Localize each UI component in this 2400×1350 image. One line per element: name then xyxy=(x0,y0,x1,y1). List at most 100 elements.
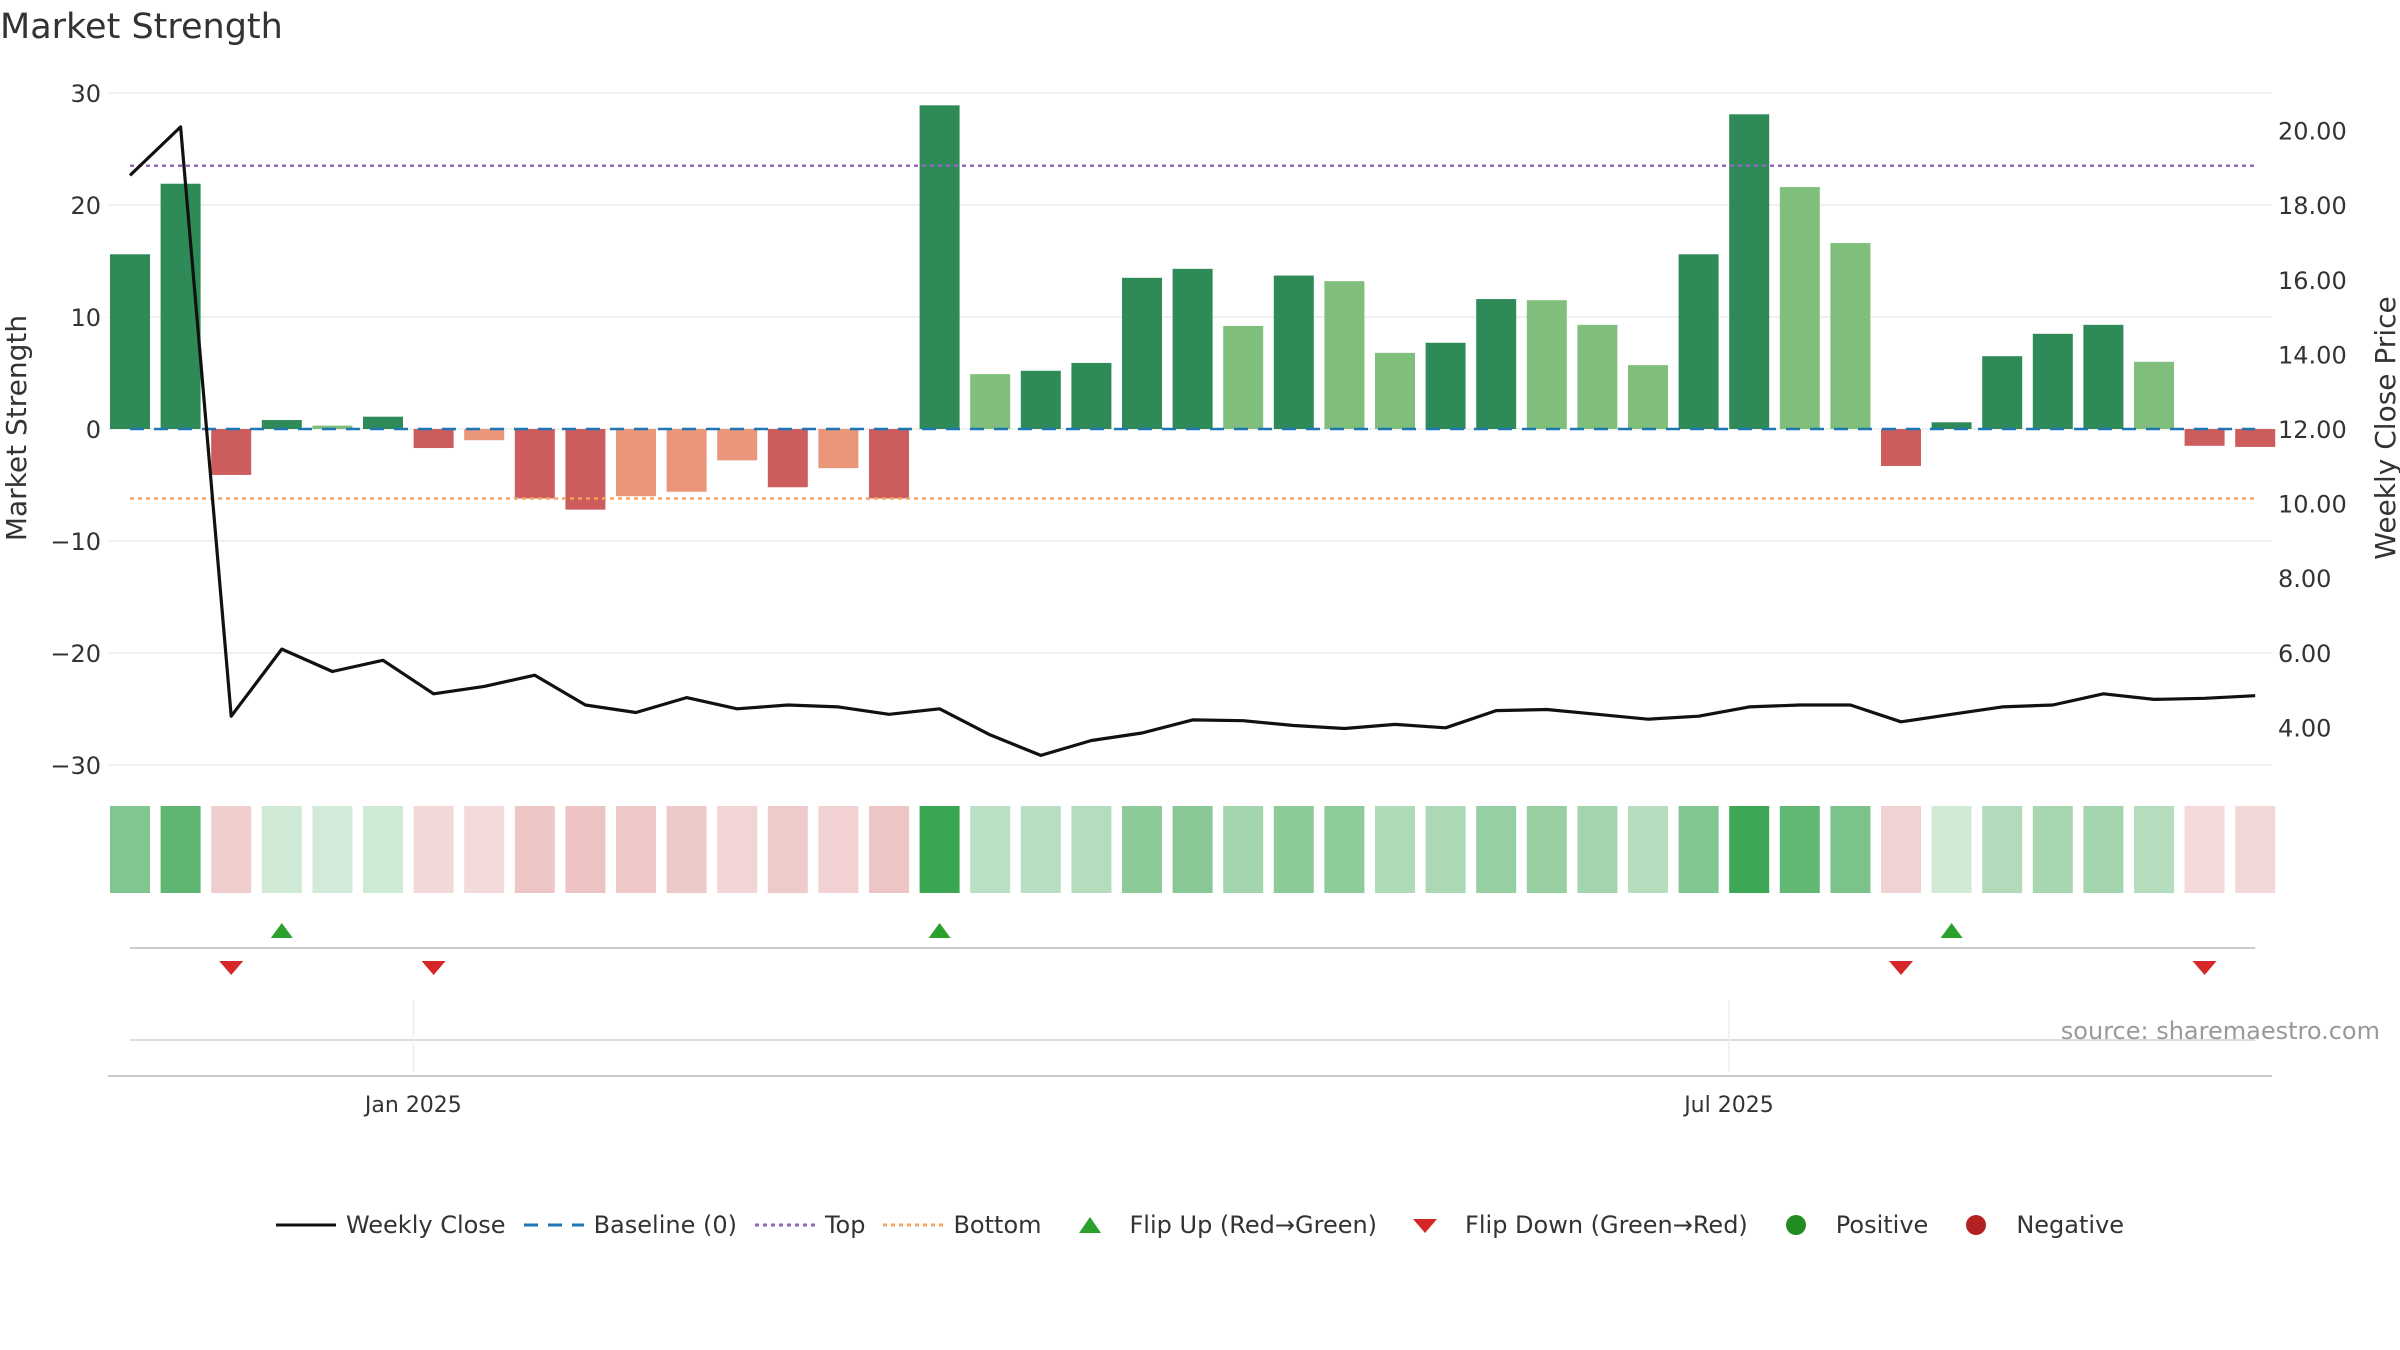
strength-bar xyxy=(1020,370,1061,429)
strength-heatstrip xyxy=(110,806,2276,893)
heat-cell xyxy=(2134,806,2174,893)
right-tick-label: 8.00 xyxy=(2278,565,2331,593)
right-tick-label: 14.00 xyxy=(2278,341,2347,369)
strength-bar xyxy=(1273,275,1314,429)
right-tick-label: 16.00 xyxy=(2278,267,2347,295)
strength-bar xyxy=(1881,429,1921,466)
heat-cell xyxy=(717,806,758,893)
legend: Weekly Close Baseline (0) Top Bottom Flip Up… xyxy=(0,1205,2400,1245)
heat-cell xyxy=(565,806,606,893)
heat-cell xyxy=(514,806,555,893)
left-tick-label: −10 xyxy=(50,528,101,556)
heat-cell xyxy=(261,806,302,893)
strength-bar xyxy=(160,183,201,429)
legend-label: Flip Down (Green→Red) xyxy=(1465,1211,1748,1239)
heat-cell xyxy=(1172,806,1213,893)
left-tick-label: −30 xyxy=(50,752,101,780)
strength-bar xyxy=(616,429,656,497)
heat-cell xyxy=(363,806,403,893)
strength-bar xyxy=(869,429,909,499)
strength-bar xyxy=(717,429,758,461)
strength-bar xyxy=(1526,300,1567,429)
right-tick-label: 20.00 xyxy=(2278,118,2347,146)
strength-bar xyxy=(1476,299,1517,429)
heat-cell xyxy=(110,806,150,893)
left-axis-label: Market Strength xyxy=(0,315,33,541)
legend-swatch xyxy=(1413,1219,1438,1233)
heat-cell xyxy=(616,806,656,893)
reference-lines xyxy=(130,164,2256,500)
heat-cell xyxy=(970,806,1011,893)
heat-cell xyxy=(1577,806,1618,893)
strength-bar xyxy=(1375,352,1415,429)
strength-bar xyxy=(1729,114,1770,429)
strength-bar xyxy=(413,429,454,449)
strength-bar xyxy=(666,429,707,492)
strength-bar xyxy=(1628,365,1668,429)
legend-label: Weekly Close xyxy=(345,1211,506,1239)
legend-item: Flip Up (Red→Green) xyxy=(1060,1211,1378,1239)
heat-cell xyxy=(1678,806,1719,893)
heat-cell xyxy=(919,806,960,893)
legend-swatch xyxy=(523,1223,584,1227)
heat-cell xyxy=(160,806,201,893)
strength-bar xyxy=(919,105,960,429)
strength-bar xyxy=(818,429,859,469)
heat-cell xyxy=(1223,806,1264,893)
flip-markers-panel xyxy=(130,923,2256,975)
heat-cell xyxy=(464,806,505,893)
strength-bar xyxy=(1425,342,1466,429)
legend-label: Negative xyxy=(2016,1211,2125,1239)
heat-cell xyxy=(1526,806,1567,893)
heat-cell xyxy=(869,806,909,893)
heat-cell xyxy=(413,806,454,893)
strength-bar xyxy=(565,429,606,510)
strength-bar xyxy=(110,254,150,429)
heat-cell xyxy=(767,806,808,893)
strength-bar xyxy=(1324,281,1365,429)
strength-bar xyxy=(1678,254,1719,429)
heat-cell xyxy=(312,806,353,893)
strength-bar xyxy=(312,425,353,429)
strength-bar xyxy=(1071,362,1112,429)
left-axis-ticks: 30 20 10 0 −10 −20 −30 xyxy=(50,80,101,780)
heat-cell xyxy=(1982,806,2023,893)
left-tick-label: 30 xyxy=(70,80,101,108)
heat-cell xyxy=(1375,806,1415,893)
heat-cell xyxy=(211,806,252,893)
legend-item: Top xyxy=(754,1211,865,1239)
weekly-close-series xyxy=(128,125,2256,758)
legend-item: Flip Down (Green→Red) xyxy=(1395,1211,1748,1239)
flip-down-marker xyxy=(2192,961,2217,975)
heat-cell xyxy=(1273,806,1314,893)
legend-item: Baseline (0) xyxy=(523,1211,737,1239)
x-axis: Jan 2025 Jul 2025 xyxy=(108,1000,2272,1118)
heat-cell xyxy=(1071,806,1112,893)
strength-bar xyxy=(1931,422,1972,429)
heat-cell xyxy=(1881,806,1921,893)
legend-label: Bottom xyxy=(953,1211,1042,1239)
x-tick-label: Jan 2025 xyxy=(363,1093,462,1118)
heat-cell xyxy=(1476,806,1517,893)
heat-cell xyxy=(1931,806,1972,893)
heat-cell xyxy=(1729,806,1770,893)
strength-bar xyxy=(1982,356,2023,429)
heat-cell xyxy=(1122,806,1162,893)
legend-item: Negative xyxy=(1946,1211,2124,1239)
strength-bar xyxy=(1830,243,1871,429)
right-axis-ticks: 20.00 18.00 16.00 14.00 12.00 10.00 8.00 6.00 4.… xyxy=(2278,118,2347,743)
strength-bar xyxy=(970,374,1011,429)
strength-bar xyxy=(767,429,808,488)
flip-up-marker xyxy=(270,923,293,938)
heat-cell xyxy=(1830,806,1871,893)
left-tick-label: 10 xyxy=(70,304,101,332)
strength-bar xyxy=(363,416,403,429)
legend-label: Flip Up (Red→Green) xyxy=(1129,1211,1378,1239)
legend-swatch xyxy=(754,1223,815,1227)
heat-cell xyxy=(2032,806,2073,893)
left-tick-label: 20 xyxy=(70,192,101,220)
legend-swatch xyxy=(1078,1217,1101,1233)
legend-item: Positive xyxy=(1766,1211,1928,1239)
flip-down-marker xyxy=(1889,961,1913,975)
